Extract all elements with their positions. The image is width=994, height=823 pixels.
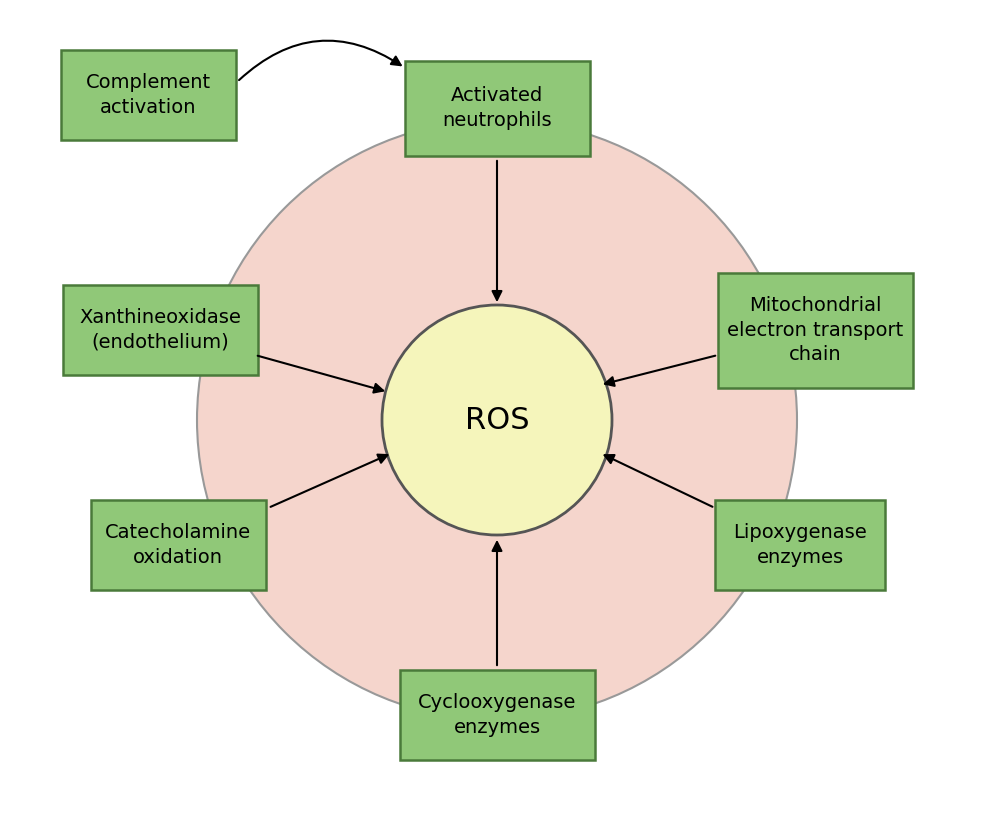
FancyBboxPatch shape <box>63 285 257 375</box>
Text: Activated
neutrophils: Activated neutrophils <box>442 86 552 130</box>
Circle shape <box>382 305 612 535</box>
Text: Mitochondrial
electron transport
chain: Mitochondrial electron transport chain <box>727 296 904 364</box>
Text: ROS: ROS <box>464 406 530 435</box>
Text: Xanthineoxidase
(endothelium): Xanthineoxidase (endothelium) <box>80 309 241 351</box>
FancyBboxPatch shape <box>61 50 236 140</box>
Text: Cyclooxygenase
enzymes: Cyclooxygenase enzymes <box>417 693 577 737</box>
FancyBboxPatch shape <box>715 500 885 590</box>
FancyBboxPatch shape <box>405 61 589 156</box>
Circle shape <box>197 120 797 720</box>
Text: Complement
activation: Complement activation <box>85 73 211 117</box>
FancyBboxPatch shape <box>90 500 265 590</box>
FancyBboxPatch shape <box>400 670 594 760</box>
Text: Catecholamine
oxidation: Catecholamine oxidation <box>105 523 251 566</box>
FancyBboxPatch shape <box>718 272 912 388</box>
Text: Lipoxygenase
enzymes: Lipoxygenase enzymes <box>734 523 867 566</box>
